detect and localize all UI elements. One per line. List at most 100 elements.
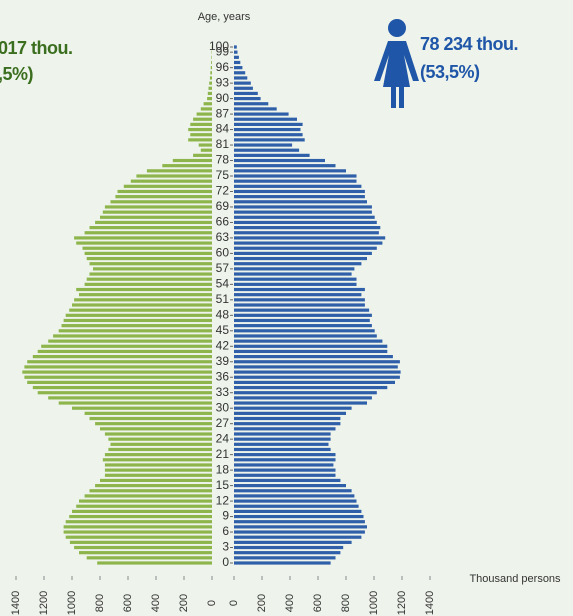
bar (234, 334, 377, 338)
bar (234, 406, 352, 410)
bar (108, 447, 212, 452)
bar (200, 107, 212, 111)
bar (234, 463, 334, 467)
y-tick-label: 78 (216, 153, 230, 167)
bar (234, 499, 357, 503)
bar (190, 122, 212, 126)
bar (207, 91, 212, 96)
bar (234, 427, 336, 431)
y-tick-label: 33 (216, 385, 230, 399)
bar (190, 133, 212, 137)
bar (234, 231, 379, 235)
bar (58, 329, 213, 333)
bar (234, 107, 277, 111)
bar (234, 112, 289, 116)
bar (207, 97, 212, 101)
x-tick-label: 0 (206, 600, 218, 606)
bar (234, 117, 297, 121)
bar (89, 416, 212, 421)
bar (209, 81, 212, 85)
y-tick-label: 3 (222, 540, 229, 554)
female-icon (374, 19, 419, 108)
bar (234, 81, 251, 85)
bar (234, 179, 357, 183)
bar (234, 437, 331, 441)
right-total: 78 234 thou. (420, 34, 518, 54)
bar (234, 298, 365, 302)
bar (211, 60, 212, 65)
bar (234, 545, 344, 550)
bar (234, 458, 336, 462)
y-tick-label: 72 (216, 184, 230, 198)
y-tick-label: 54 (216, 277, 230, 291)
bar (234, 282, 357, 286)
bar (102, 210, 212, 214)
y-tick-label: 30 (216, 400, 230, 414)
y-tick-label: 57 (216, 261, 230, 275)
x-tick-label: 600 (312, 594, 324, 612)
bar (234, 133, 303, 137)
bar (234, 365, 398, 369)
y-tick-label: 0 (222, 555, 229, 569)
bar (72, 509, 212, 513)
bar (234, 122, 303, 126)
bar (198, 143, 212, 147)
bar (234, 246, 377, 250)
bar (234, 66, 243, 70)
bar (100, 478, 212, 483)
y-tick-label: 63 (216, 230, 230, 244)
bar (162, 164, 212, 168)
x-tick-label: 1000 (66, 591, 78, 615)
bar (188, 127, 212, 132)
bar (234, 262, 362, 266)
bar (234, 71, 246, 75)
bar (234, 551, 341, 555)
bar (86, 256, 212, 261)
bar (234, 205, 372, 209)
bar (234, 385, 388, 390)
bar (104, 468, 212, 472)
bar (234, 473, 336, 477)
bar (95, 422, 212, 426)
y-tick-label: 27 (216, 416, 230, 430)
bar (24, 365, 213, 369)
bar (234, 442, 329, 446)
bar (79, 293, 212, 297)
left-total: 017 thou. (0, 38, 73, 58)
y-tick-label: 87 (216, 106, 230, 120)
bar (234, 509, 362, 513)
bar (104, 453, 212, 457)
bar (234, 287, 365, 292)
bar (32, 355, 212, 359)
x-tick-label: 400 (284, 594, 296, 612)
y-tick-label: 9 (222, 509, 229, 523)
bar (104, 463, 212, 467)
bar (234, 484, 346, 488)
bar (53, 334, 212, 338)
bar (234, 489, 352, 493)
bar (234, 339, 383, 343)
bar (76, 241, 212, 245)
y-tick-label: 96 (216, 60, 230, 74)
bar (110, 200, 212, 204)
x-tick-label: 800 (340, 594, 352, 612)
bar (234, 514, 364, 519)
y-tick-label: 84 (216, 122, 230, 136)
bar (234, 530, 365, 534)
y-tick-label: 42 (216, 338, 230, 352)
bar (234, 293, 362, 297)
bar (234, 50, 238, 54)
bar (48, 396, 213, 400)
bar (234, 184, 362, 188)
bar (65, 520, 212, 524)
y-tick-label: 60 (216, 246, 230, 260)
bar (234, 143, 293, 147)
y-tick-label: 66 (216, 215, 230, 229)
bar (234, 318, 370, 323)
bar (234, 148, 300, 152)
bar (115, 195, 212, 199)
bar (234, 447, 331, 452)
y-tick-label: 39 (216, 354, 230, 368)
bar (61, 324, 212, 328)
bar (234, 169, 346, 173)
